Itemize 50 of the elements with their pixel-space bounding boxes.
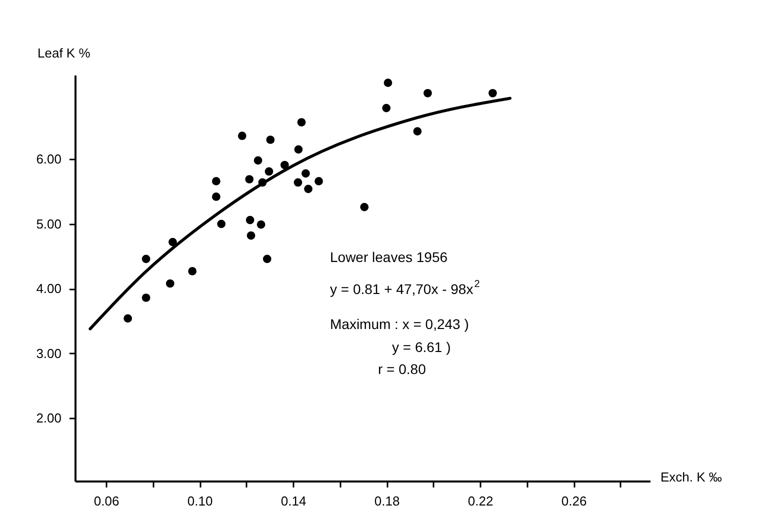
point	[166, 279, 174, 288]
point	[238, 132, 246, 140]
point	[280, 160, 289, 170]
x-axis-title: Exch. K ‰	[660, 470, 722, 484]
point	[124, 314, 132, 323]
point	[302, 169, 310, 178]
point	[297, 118, 306, 126]
point	[217, 220, 226, 228]
point	[256, 220, 266, 229]
annotation: Maximum : x = 0,243 )	[330, 316, 469, 332]
x-tick-label: 0.14	[280, 494, 306, 508]
y-tick-label: 6.00	[36, 152, 62, 167]
annotation: Lower leaves 1956	[330, 249, 448, 265]
point	[246, 231, 256, 240]
point	[384, 78, 392, 87]
x-tick-label: 0.06	[94, 494, 120, 508]
y-tick-label: 5.00	[36, 216, 62, 232]
point	[254, 156, 262, 165]
point	[264, 167, 274, 176]
point	[294, 145, 303, 154]
point	[262, 254, 272, 264]
point	[304, 184, 312, 194]
x-tick-label: 0.18	[374, 494, 400, 508]
line-series	[88, 96, 512, 330]
y-tick-label: 4.00	[36, 281, 62, 296]
x-tick-label: 0.26	[561, 494, 587, 508]
point	[142, 254, 150, 264]
y-axis-title: Leaf K %	[38, 46, 91, 60]
point	[212, 177, 220, 186]
y-tick-label: 2.00	[36, 410, 62, 426]
point	[413, 127, 422, 136]
annotation: y = 6.61 )	[392, 339, 451, 355]
point	[314, 177, 323, 186]
point	[294, 178, 302, 187]
x-tick-label: 0.10	[187, 494, 213, 508]
point	[424, 88, 432, 98]
point	[258, 178, 267, 187]
point	[488, 88, 497, 98]
point	[212, 192, 220, 201]
point	[246, 216, 254, 224]
x-tick-label: 0.22	[468, 494, 494, 508]
point	[188, 267, 197, 276]
point	[168, 238, 177, 246]
point	[245, 175, 254, 184]
point	[142, 294, 150, 302]
point	[360, 202, 369, 212]
point	[382, 104, 391, 112]
y-tick-label: 3.00	[36, 346, 62, 361]
point	[266, 136, 275, 144]
annotation: r = 0.80	[378, 361, 426, 377]
